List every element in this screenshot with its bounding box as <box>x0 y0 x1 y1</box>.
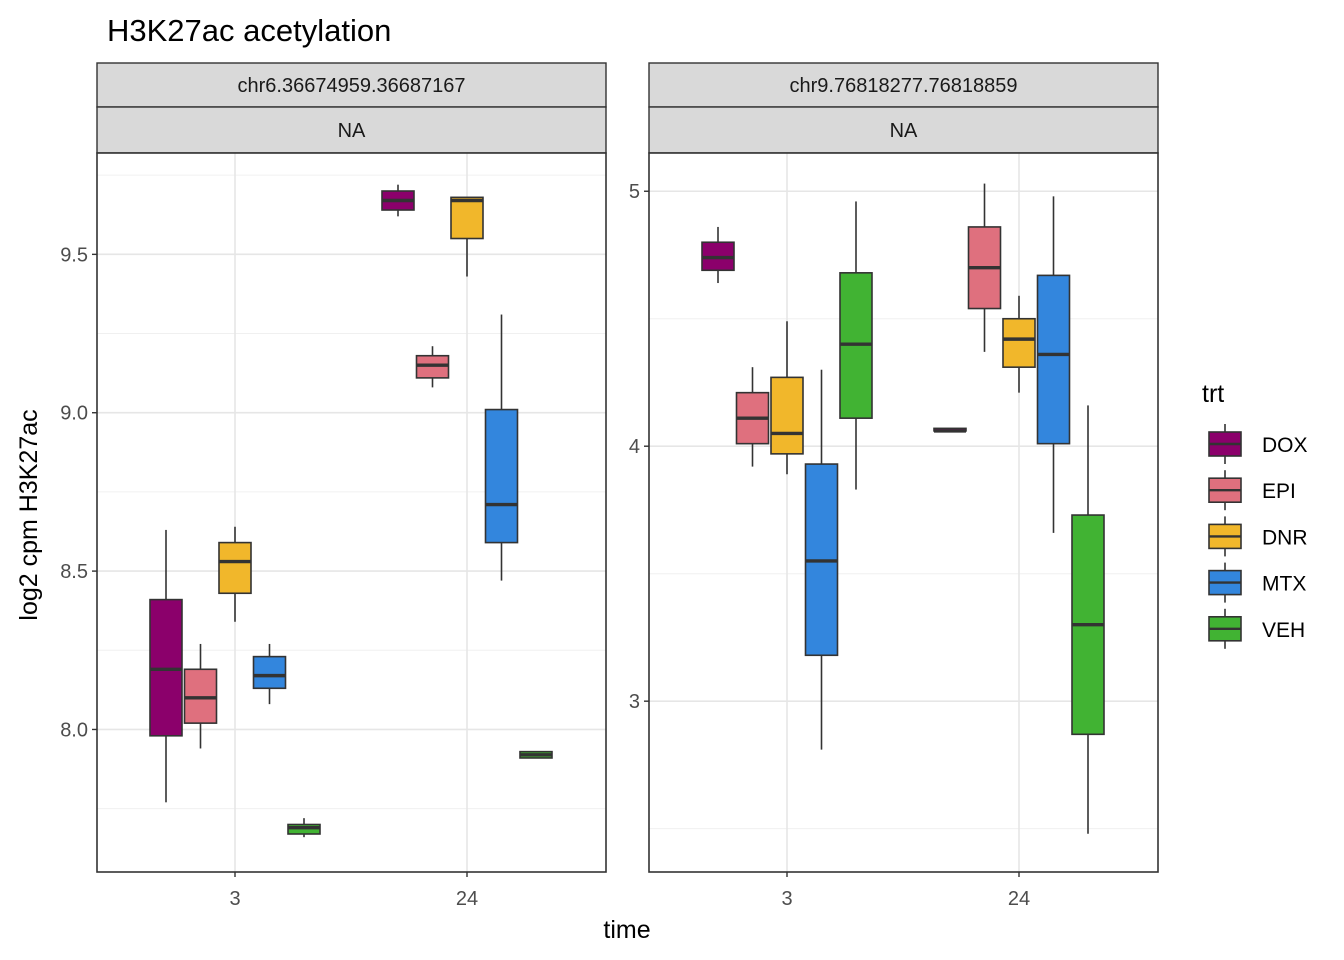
legend-label: DOX <box>1262 434 1308 457</box>
box-mtx-3h <box>252 643 287 705</box>
x-tick-label: 24 <box>1008 888 1030 910</box>
box-dnr-3h <box>770 321 804 475</box>
box-mtx-24h <box>1036 196 1071 533</box>
box-dnr-3h <box>218 526 252 622</box>
strip-bottom-label: NA <box>338 120 366 142</box>
x-tick-label: 3 <box>229 888 240 910</box>
strip-bottom-bg <box>96 106 607 154</box>
x-axis-title: time <box>603 916 650 944</box>
legend-entry-epi: EPI <box>1208 470 1296 511</box>
legend-label: EPI <box>1262 480 1296 503</box>
box-body <box>450 196 484 240</box>
strip-top-bg <box>96 62 607 108</box>
y-tick-label: 8.0 <box>60 719 88 741</box>
box-dox-24h <box>381 184 415 217</box>
panel-border <box>648 152 1159 873</box>
box-dox-24h <box>933 427 967 433</box>
strip-top-label: chr6.36674959.36687167 <box>238 75 466 97</box>
box-mtx-3h <box>804 369 839 750</box>
box-veh-24h <box>519 750 553 759</box>
y-tick-label: 9.5 <box>60 244 88 266</box>
legend-label: DNR <box>1262 526 1308 549</box>
legend-title: trt <box>1202 380 1224 408</box>
box-body <box>1036 274 1071 445</box>
box-veh-3h <box>287 818 321 838</box>
legend-label: MTX <box>1262 573 1306 596</box>
box-dnr-24h <box>450 196 484 277</box>
legend-entry-mtx: MTX <box>1208 562 1306 603</box>
y-tick-label: 8.5 <box>60 561 88 583</box>
facet-panel: chr9.76818277.76818859 NA 3 4 5 3 24 <box>629 62 1159 910</box>
panel-background <box>97 153 606 872</box>
y-tick-label: 5 <box>629 181 640 203</box>
x-tick-label: 3 <box>781 888 792 910</box>
x-tick-label: 24 <box>456 888 478 910</box>
y-tick-label: 4 <box>629 436 640 458</box>
chart-title: H3K27ac acetylation <box>107 13 391 48</box>
box-epi-24h <box>967 183 1002 352</box>
box-dox-3h <box>149 529 183 803</box>
box-dnr-24h <box>1002 295 1036 393</box>
box-body <box>252 655 287 690</box>
legend-entry-dox: DOX <box>1208 424 1308 464</box>
panel-border <box>96 152 607 873</box>
y-axis-title: log2 cpm H3K27ac <box>15 409 43 620</box>
legend-entry-veh: VEH <box>1208 608 1305 649</box>
legend: trt DOX EPI DNR MTX VEH <box>1202 380 1308 649</box>
box-epi-24h <box>415 346 450 388</box>
box-body <box>770 376 804 455</box>
strip-top-label: chr9.76818277.76818859 <box>790 75 1018 97</box>
box-body <box>218 541 252 595</box>
panel-background <box>649 153 1158 872</box>
facet-panel: chr6.36674959.36687167 NA 8.0 8.5 9.0 9.5 3 24 <box>60 62 607 910</box>
box-epi-3h <box>735 367 770 467</box>
y-tick-label: 9.0 <box>60 403 88 425</box>
box-body <box>484 408 519 544</box>
box-dox-3h <box>701 226 735 284</box>
strip-bottom-label: NA <box>890 120 918 142</box>
box-veh-3h <box>839 201 873 490</box>
box-veh-24h <box>1071 405 1105 834</box>
box-epi-3h <box>183 643 218 749</box>
box-mtx-24h <box>484 314 519 581</box>
strip-bottom-bg <box>648 106 1159 154</box>
legend-label: VEH <box>1262 619 1305 642</box>
box-body <box>1002 317 1036 368</box>
y-tick-label: 3 <box>629 691 640 713</box>
legend-entry-dnr: DNR <box>1208 516 1308 557</box>
